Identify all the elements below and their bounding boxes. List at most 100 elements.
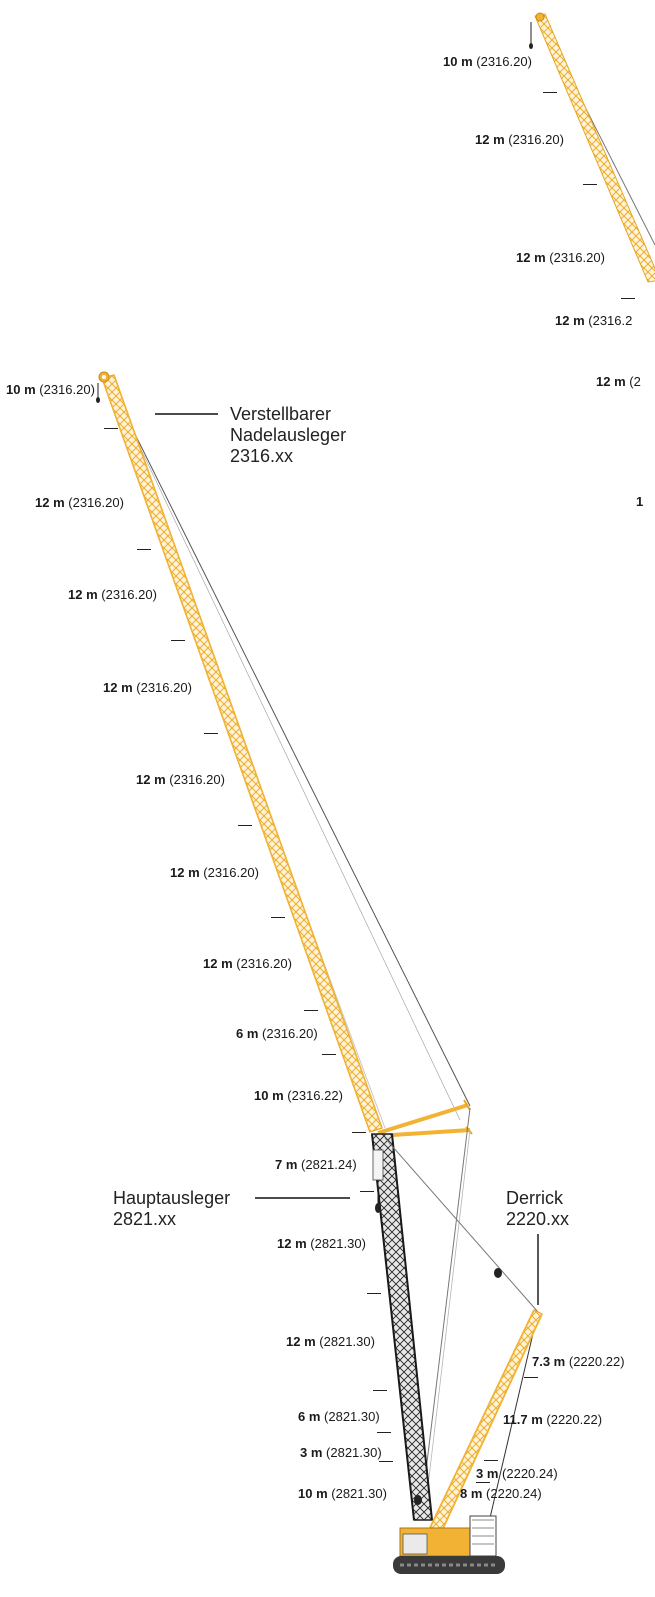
segment-length: 3 m bbox=[300, 1445, 323, 1460]
segment-code: (2316.20) bbox=[508, 132, 564, 147]
segment-divider bbox=[104, 428, 118, 429]
segment-divider bbox=[238, 825, 252, 826]
jib-segment-label: 12 m (2316.20) bbox=[35, 495, 124, 511]
crawler-base bbox=[393, 1515, 505, 1574]
jib-segment-label: 12 m (2316.20) bbox=[170, 865, 259, 881]
segment-length: 8 m bbox=[460, 1486, 483, 1501]
boom-segment-label: 6 m (2821.30) bbox=[298, 1409, 380, 1425]
segment-length: 12 m bbox=[596, 374, 626, 389]
upper-segment-label: 12 m (2316.2 bbox=[555, 313, 632, 329]
segment-code: (2821.30) bbox=[326, 1445, 382, 1460]
segment-length: 12 m bbox=[475, 132, 505, 147]
segment-length: 12 m bbox=[170, 865, 200, 880]
upper-segment-label: 12 m (2316.20) bbox=[475, 132, 564, 148]
segment-code: (2316.20) bbox=[262, 1026, 318, 1041]
segment-code: (2821.30) bbox=[331, 1486, 387, 1501]
jib-segment-label: 12 m (2316.20) bbox=[203, 956, 292, 972]
segment-code: (2821.30) bbox=[324, 1409, 380, 1424]
derrick-segment-label: 8 m (2220.24) bbox=[460, 1486, 542, 1502]
segment-code: (2220.22) bbox=[568, 1354, 625, 1369]
segment-length: 10 m bbox=[6, 382, 36, 397]
boom-segment-label: 12 m (2821.30) bbox=[277, 1236, 366, 1252]
segment-code: (2316.20) bbox=[101, 587, 157, 602]
upper-segment-label: 12 m (2 bbox=[596, 374, 641, 390]
segment-code: (2316.22) bbox=[287, 1088, 343, 1103]
jib-struts bbox=[377, 1099, 473, 1521]
segment-code: (2316.20) bbox=[68, 495, 124, 510]
segment-length: 12 m bbox=[68, 587, 98, 602]
segment-code: (2316.20) bbox=[203, 865, 259, 880]
segment-code: (2821.30) bbox=[310, 1236, 366, 1251]
jib-segment-label: 12 m (2316.20) bbox=[103, 680, 192, 696]
jib-segment-label: 12 m (2316.20) bbox=[68, 587, 157, 603]
segment-length: 12 m bbox=[286, 1334, 316, 1349]
segment-code: (2316.20) bbox=[169, 772, 225, 787]
segment-length: 3 m bbox=[476, 1466, 499, 1481]
segment-divider bbox=[379, 1461, 393, 1462]
upper-crane-jib bbox=[529, 12, 655, 283]
callout-line: Verstellbarer bbox=[230, 404, 332, 424]
segment-length: 12 m bbox=[277, 1236, 307, 1251]
upper-segment-label: 12 m (2316.20) bbox=[516, 250, 605, 266]
segment-length: 7.3 m bbox=[532, 1354, 566, 1369]
segment-divider bbox=[621, 298, 635, 299]
main-boom-callout: Hauptausleger 2821.xx bbox=[113, 1188, 230, 1230]
segment-length: 12 m bbox=[555, 313, 585, 328]
segment-divider bbox=[204, 733, 218, 734]
segment-code: (2316.2 bbox=[588, 313, 633, 328]
jib-segment-label: 6 m (2316.20) bbox=[236, 1026, 318, 1042]
segment-length: 6 m bbox=[236, 1026, 259, 1041]
segment-divider bbox=[377, 1432, 391, 1433]
callout-line: Hauptausleger bbox=[113, 1188, 231, 1208]
callout-line: 2821.xx bbox=[113, 1209, 177, 1229]
segment-length: 12 m bbox=[516, 250, 546, 265]
segment-code: (2 bbox=[629, 374, 641, 389]
segment-divider bbox=[524, 1377, 538, 1378]
boom-segment-label: 7 m (2821.24) bbox=[275, 1157, 357, 1173]
callout-line: Derrick bbox=[506, 1188, 563, 1208]
segment-divider bbox=[373, 1390, 387, 1391]
derrick-segment-label: 7.3 m (2220.22) bbox=[532, 1354, 625, 1370]
segment-divider bbox=[137, 549, 151, 550]
segment-code: (2316.20) bbox=[39, 382, 95, 397]
segment-length: 6 m bbox=[298, 1409, 321, 1424]
callout-line: Nadelausleger bbox=[230, 425, 347, 445]
segment-divider bbox=[476, 1482, 490, 1483]
segment-code: (2220.24) bbox=[486, 1486, 542, 1501]
segment-length: 12 m bbox=[203, 956, 233, 971]
derrick-boom bbox=[384, 1137, 543, 1536]
segment-divider bbox=[360, 1191, 374, 1192]
segment-divider bbox=[322, 1054, 336, 1055]
segment-code: (2821.24) bbox=[301, 1157, 357, 1172]
derrick-callout: Derrick 2220.xx bbox=[506, 1188, 569, 1230]
segment-length: 11.7 m bbox=[503, 1412, 543, 1427]
segment-code: (2316.20) bbox=[476, 54, 532, 69]
segment-divider bbox=[367, 1293, 381, 1294]
boom-segment-label: 3 m (2821.30) bbox=[300, 1445, 382, 1461]
jib-segment-label: 10 m (2316.22) bbox=[254, 1088, 343, 1104]
segment-length: 12 m bbox=[136, 772, 166, 787]
boom-segment-label: 12 m (2821.30) bbox=[286, 1334, 375, 1350]
segment-code: (2220.24) bbox=[502, 1466, 558, 1481]
segment-code: (2821.30) bbox=[319, 1334, 375, 1349]
upper-segment-label: 1 bbox=[636, 494, 643, 510]
derrick-segment-label: 11.7 m (2220.22) bbox=[503, 1412, 602, 1428]
segment-length: 10 m bbox=[298, 1486, 328, 1501]
upper-segment-label: 10 m (2316.20) bbox=[443, 54, 532, 70]
segment-code: (2220.22) bbox=[546, 1412, 603, 1427]
luffing-jib bbox=[96, 371, 471, 1133]
segment-code: (2316.20) bbox=[236, 956, 292, 971]
segment-code: (2316.20) bbox=[549, 250, 605, 265]
callout-line: 2220.xx bbox=[506, 1209, 570, 1229]
segment-code: (2316.20) bbox=[136, 680, 192, 695]
segment-divider bbox=[543, 92, 557, 93]
segment-length: 7 m bbox=[275, 1157, 298, 1172]
segment-divider bbox=[271, 917, 285, 918]
segment-length: 10 m bbox=[254, 1088, 284, 1103]
jib-segment-label: 12 m (2316.20) bbox=[136, 772, 225, 788]
derrick-segment-label: 3 m (2220.24) bbox=[476, 1466, 558, 1482]
segment-length: 10 m bbox=[443, 54, 473, 69]
segment-divider bbox=[484, 1460, 498, 1461]
